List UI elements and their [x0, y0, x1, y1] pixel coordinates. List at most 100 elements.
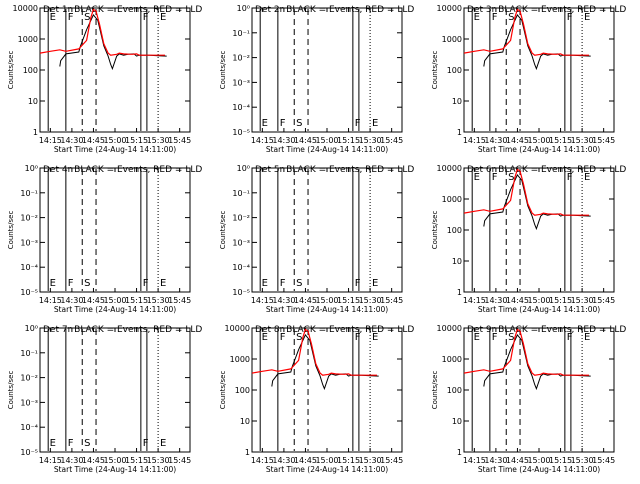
- y-tick-label: 1000: [442, 35, 462, 44]
- marker-label: E: [372, 332, 378, 343]
- plot-frame: [39, 7, 191, 133]
- x-tick-label: 15:45: [168, 136, 191, 145]
- x-tick-label: 14:15: [251, 456, 274, 465]
- x-axis-label: Start Time (24-Aug-14 14:11:00): [478, 145, 600, 154]
- y-tick-label: 10000: [225, 324, 250, 333]
- x-tick-label: 14:15: [463, 296, 486, 305]
- x-axis-label: Start Time (24-Aug-14 14:11:00): [54, 465, 176, 474]
- x-tick-label: 15:00: [103, 136, 126, 145]
- x-tick-label: 14:30: [484, 136, 507, 145]
- panel-title: Det 9r BLACK = Events, RED = LLD: [467, 325, 626, 335]
- series-lld-line: [251, 328, 377, 376]
- x-tick-label: 14:15: [463, 136, 486, 145]
- x-tick-label: 15:15: [125, 296, 148, 305]
- marker-label: F: [143, 438, 149, 449]
- marker-label: F: [280, 118, 286, 129]
- x-tick-label: 15:30: [571, 136, 594, 145]
- marker-label: S: [84, 278, 90, 289]
- marker-label: F: [143, 278, 149, 289]
- y-tick-label: 10: [452, 257, 462, 266]
- x-tick-label: 15:15: [549, 296, 572, 305]
- marker-label: F: [492, 12, 498, 23]
- x-tick-label: 15:45: [168, 296, 191, 305]
- x-tick-label: 15:00: [315, 296, 338, 305]
- y-axis-label: Counts/sec: [431, 211, 439, 250]
- y-axis-label: Counts/sec: [7, 51, 15, 90]
- x-tick-label: 14:30: [60, 136, 83, 145]
- panel-title: Det 7r BLACK = Events, RED = LLD: [43, 325, 202, 335]
- x-tick-label: 15:30: [359, 296, 382, 305]
- plot-frame: [251, 7, 403, 133]
- marker-label: E: [584, 332, 590, 343]
- panel-title: Det 2r BLACK = Events, RED = LLD: [255, 5, 414, 15]
- marker-label: F: [280, 278, 286, 289]
- y-axis-label: Counts/sec: [219, 371, 227, 410]
- series-events-line: [483, 173, 591, 231]
- y-tick-label: 10⁻⁴: [232, 263, 250, 272]
- y-tick-label: 10000: [437, 4, 462, 13]
- y-tick-label: 1000: [230, 355, 250, 364]
- detector-panel-3: Det 3r BLACK = Events, RED = LLD 1 10 100 10…: [431, 4, 626, 154]
- x-tick-label: 14:30: [60, 456, 83, 465]
- x-axis-label: Start Time (24-Aug-14 14:11:00): [54, 145, 176, 154]
- panel-title: Det 5r BLACK = Events, RED = LLD: [255, 165, 414, 175]
- marker-label: F: [355, 332, 361, 343]
- y-tick-label: 10000: [437, 164, 462, 173]
- x-tick-label: 14:15: [251, 296, 274, 305]
- y-tick-label: 1: [457, 448, 462, 457]
- detector-panel-6: Det 6r BLACK = Events, RED = LLD 1 10 100 10…: [431, 164, 626, 314]
- plot-frame: [463, 7, 615, 133]
- y-tick-label: 100: [235, 386, 250, 395]
- x-tick-label: 15:00: [527, 296, 550, 305]
- marker-label: F: [68, 438, 74, 449]
- marker-label: S: [84, 12, 90, 23]
- y-tick-label: 1000: [442, 355, 462, 364]
- marker-label: E: [584, 172, 590, 183]
- marker-label: S: [508, 12, 514, 23]
- marker-label: S: [296, 278, 302, 289]
- x-tick-label: 15:45: [380, 456, 403, 465]
- x-tick-label: 15:15: [549, 136, 572, 145]
- plot-frame: [463, 327, 615, 453]
- y-tick-label: 10: [452, 97, 462, 106]
- y-tick-label: 1: [245, 448, 250, 457]
- x-tick-label: 14:45: [506, 136, 529, 145]
- x-tick-label: 15:45: [592, 136, 615, 145]
- x-tick-label: 15:30: [147, 456, 170, 465]
- y-axis-label: Counts/sec: [219, 211, 227, 250]
- marker-label: E: [372, 278, 378, 289]
- y-tick-label: 10⁰: [237, 4, 250, 13]
- x-axis-label: Start Time (24-Aug-14 14:11:00): [478, 465, 600, 474]
- x-tick-label: 15:30: [571, 296, 594, 305]
- x-tick-label: 14:15: [251, 136, 274, 145]
- x-tick-label: 15:30: [147, 296, 170, 305]
- y-tick-label: 100: [447, 66, 462, 75]
- plot-frame: [251, 327, 403, 453]
- y-axis-label: Counts/sec: [431, 51, 439, 90]
- marker-label: E: [160, 12, 166, 23]
- y-tick-label: 10⁻⁴: [20, 263, 38, 272]
- marker-label: F: [68, 12, 74, 23]
- y-axis-label: Counts/sec: [7, 371, 15, 410]
- x-tick-label: 15:30: [359, 456, 382, 465]
- y-tick-label: 10⁻³: [20, 238, 38, 247]
- marker-label: S: [84, 438, 90, 449]
- x-tick-label: 15:45: [168, 456, 191, 465]
- plot-frame: [39, 327, 191, 453]
- x-tick-label: 14:45: [294, 296, 317, 305]
- marker-label: E: [50, 438, 56, 449]
- y-tick-label: 10⁻³: [232, 78, 250, 87]
- x-tick-label: 15:15: [337, 136, 360, 145]
- x-tick-label: 15:15: [125, 136, 148, 145]
- x-tick-label: 14:45: [506, 456, 529, 465]
- marker-label: E: [262, 332, 268, 343]
- series-lld-line: [463, 8, 589, 56]
- x-tick-label: 15:30: [147, 136, 170, 145]
- marker-label: F: [567, 172, 573, 183]
- x-tick-label: 15:45: [592, 296, 615, 305]
- y-tick-label: 10⁰: [25, 324, 38, 333]
- x-tick-label: 14:15: [39, 296, 62, 305]
- x-tick-label: 14:45: [82, 296, 105, 305]
